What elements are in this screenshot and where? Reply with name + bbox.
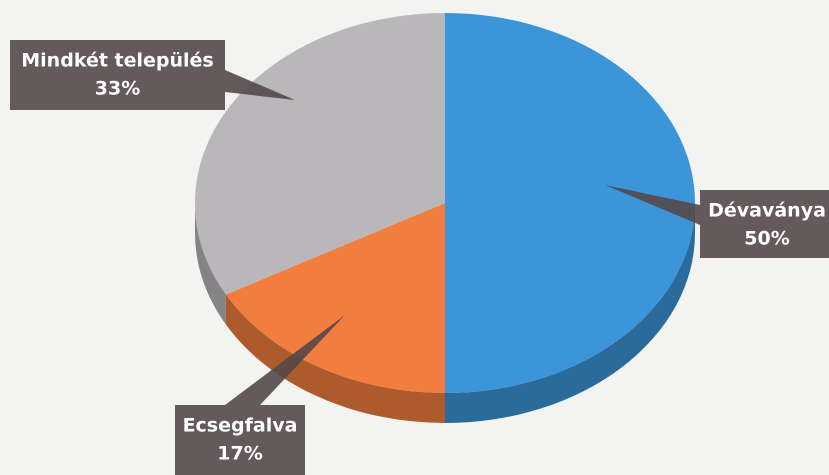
data-label: Ecsegfalva 17% (175, 315, 345, 475)
slice-side (225, 294, 445, 423)
data-label: Dévaványa 50% (605, 185, 829, 258)
label-pointer (225, 315, 345, 405)
slice-side (195, 203, 226, 325)
label-box (700, 190, 829, 258)
slice-side (445, 203, 695, 423)
slice (445, 13, 695, 393)
label-name: Mindkét település (21, 50, 213, 72)
slice (225, 203, 445, 393)
label-box (175, 405, 305, 475)
label-pointer (605, 185, 700, 225)
slice (194, 13, 445, 295)
label-value: 50% (744, 228, 789, 250)
label-name: Dévaványa (708, 200, 826, 222)
label-name: Ecsegfalva (183, 415, 298, 437)
label-value: 33% (95, 78, 140, 100)
label-box (10, 40, 225, 110)
label-pointer (225, 70, 295, 100)
data-label: Mindkét település 33% (10, 40, 295, 110)
label-value: 17% (217, 443, 262, 465)
